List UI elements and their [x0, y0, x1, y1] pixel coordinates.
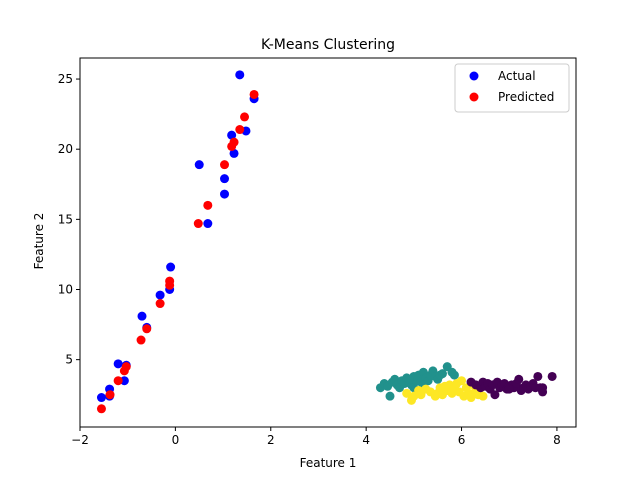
actual-point — [194, 160, 204, 170]
predicted-point — [136, 335, 146, 345]
y-tick-label: 10 — [58, 283, 73, 297]
predicted-point — [240, 112, 250, 122]
x-tick-label: 4 — [362, 433, 370, 447]
actual-point — [119, 376, 129, 386]
y-tick-label: 20 — [58, 142, 73, 156]
y-axis-label: Feature 2 — [32, 213, 46, 270]
predicted-point — [249, 89, 259, 99]
x-tick-label: 2 — [267, 433, 275, 447]
cluster-3-point — [514, 374, 524, 384]
predicted-point — [165, 276, 175, 286]
cluster-2-point — [457, 376, 467, 386]
predicted-point — [235, 125, 245, 135]
predicted-point — [96, 404, 106, 414]
x-tick-label: 8 — [553, 433, 561, 447]
axes: −2 0 2 4 6 8 5 10 15 20 25 — [58, 57, 577, 447]
predicted-point — [220, 160, 230, 170]
y-tick-label: 25 — [58, 72, 73, 86]
actual-point — [220, 189, 230, 199]
x-tick-label: −2 — [71, 433, 89, 447]
actual-point — [229, 148, 239, 158]
cluster-1-point — [404, 374, 414, 384]
actual-point — [155, 290, 165, 300]
y-tick-label: 15 — [58, 212, 73, 226]
cluster-1-point — [449, 370, 459, 380]
predicted-point — [113, 376, 123, 386]
predicted-point — [142, 324, 152, 334]
cluster-points — [375, 362, 557, 405]
actual-point — [227, 130, 237, 140]
predicted-point — [121, 362, 131, 372]
predicted-point — [229, 137, 239, 147]
legend-box — [454, 63, 570, 113]
cluster-3-point — [533, 371, 543, 381]
x-tick-label: 0 — [172, 433, 180, 447]
legend-actual-label: Actual — [498, 69, 536, 83]
cluster-3-point — [547, 371, 557, 381]
y-tick-label: 5 — [65, 353, 73, 367]
predicted-point — [203, 200, 213, 210]
x-tick-label: 6 — [458, 433, 466, 447]
cluster-2-point — [440, 381, 450, 391]
chart-title: K-Means Clustering — [261, 37, 395, 53]
cluster-2-point — [466, 393, 476, 403]
legend: Actual Predicted — [454, 63, 570, 113]
actual-point — [203, 219, 213, 229]
cluster-3-point — [538, 383, 548, 393]
actual-point — [166, 262, 176, 272]
predicted-point — [155, 299, 165, 309]
predicted-point — [193, 219, 203, 229]
legend-predicted-marker — [469, 92, 479, 102]
actual-point — [137, 311, 147, 321]
cluster-3-point — [490, 390, 500, 400]
cluster-3-point — [504, 384, 514, 394]
cluster-1-point — [437, 369, 447, 379]
actual-point — [220, 174, 230, 184]
cluster-1-point — [385, 391, 395, 401]
predicted-point — [105, 390, 115, 400]
plot-frame — [79, 57, 577, 428]
actual-point — [113, 359, 123, 369]
actual-point — [235, 70, 245, 80]
legend-actual-marker — [469, 71, 479, 81]
series-points — [96, 70, 259, 414]
cluster-2-point — [402, 388, 412, 398]
x-axis-label: Feature 1 — [300, 456, 357, 470]
actual-point — [96, 393, 106, 403]
cluster-2-point — [478, 391, 488, 401]
legend-predicted-label: Predicted — [498, 90, 554, 104]
